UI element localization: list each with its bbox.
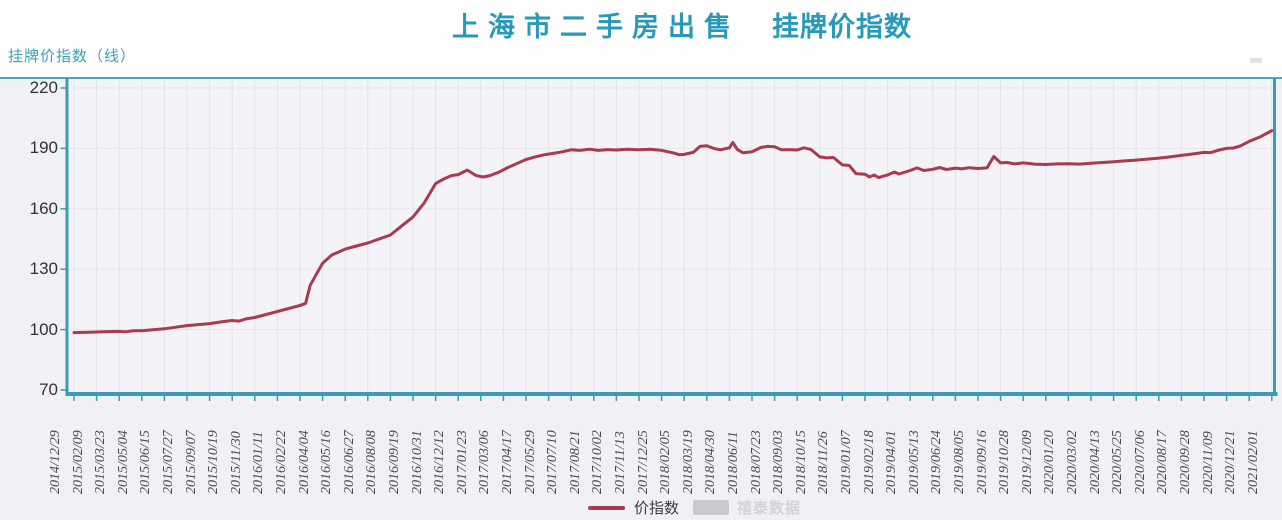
x-tick-label: 2019/09/16 (974, 430, 990, 494)
x-tick-label: 2018/07/23 (748, 430, 764, 494)
watermark-text: 禧泰数据 (737, 500, 802, 517)
chart-legend: 价指数 禧泰数据 (588, 497, 801, 518)
price-index-line (72, 129, 1274, 335)
horizontal-gridlines (67, 87, 1274, 331)
x-tick-label: 2019/05/13 (906, 430, 922, 494)
x-tick-label: 2015/09/07 (183, 430, 199, 494)
x-tick-label: 2017/01/23 (454, 430, 470, 494)
x-tick-label: 2015/10/19 (206, 430, 222, 494)
x-tick-label: 2016/05/16 (319, 430, 335, 494)
y-tick-label: 160 (29, 198, 58, 218)
x-tick-label: 2015/11/30 (228, 431, 244, 494)
x-axis-line (65, 392, 1278, 396)
x-tick-label: 2020/12/21 (1223, 430, 1239, 494)
tick-marks (60, 87, 1273, 401)
x-tick-label: 2018/06/11 (726, 431, 741, 494)
x-tick-label: 2019/10/28 (997, 430, 1013, 494)
page-title-left: 上海市二手房出售 (452, 12, 740, 42)
x-tick-label: 2015/03/23 (93, 430, 109, 494)
x-tick-label: 2021/02/01 (1245, 430, 1261, 494)
x-tick-label: 2019/04/01 (884, 430, 900, 494)
right-border-line (1273, 78, 1276, 396)
vertical-gridlines (73, 80, 1273, 392)
x-tick-label: 2018/02/05 (658, 430, 674, 494)
x-tick-label: 2016/10/31 (409, 430, 425, 494)
x-tick-label: 2016/02/22 (274, 430, 289, 494)
x-tick-label: 2016/01/11 (251, 431, 267, 494)
watermark-box (693, 500, 730, 515)
x-tick-label: 2016/12/12 (432, 430, 448, 494)
x-tick-label: 2020/03/02 (1065, 430, 1080, 494)
x-tick-label: 2017/04/17 (500, 430, 515, 494)
x-tick-label: 2017/03/06 (477, 430, 493, 494)
y-tick-label: 70 (39, 380, 58, 399)
x-tick-label: 2019/02/18 (861, 430, 877, 494)
x-tick-label: 2018/09/03 (771, 430, 787, 494)
x-tick-label: 2020/01/20 (1042, 430, 1058, 494)
x-tick-label: 2018/04/30 (703, 430, 719, 494)
y-axis-line (65, 78, 69, 396)
x-tick-label: 2018/03/19 (680, 430, 696, 494)
x-tick-label: 2020/11/09 (1200, 431, 1216, 494)
x-tick-label: 2017/05/29 (522, 430, 538, 494)
plot-area (67, 80, 1274, 392)
x-tick-label: 2020/08/17 (1155, 430, 1171, 494)
x-tick-label: 2020/07/06 (1132, 430, 1148, 494)
x-tick-label: 2017/10/02 (590, 430, 606, 494)
watermark-legend-item: 禧泰数据 (679, 497, 801, 518)
x-tick-label: 2014/12/29 (48, 430, 63, 494)
y-tick-label: 220 (29, 78, 58, 97)
x-tick-label: 2015/05/04 (115, 430, 131, 494)
x-tick-label: 2016/09/19 (387, 430, 402, 494)
y-tick-label: 100 (29, 319, 58, 339)
legend-series-label: 价指数 (634, 500, 680, 517)
x-tick-label: 2017/11/13 (613, 431, 628, 494)
x-tick-label: 2015/06/15 (138, 430, 154, 494)
x-tick-label: 2015/02/09 (70, 430, 86, 494)
axes (65, 78, 1278, 396)
corner-mark (1250, 58, 1262, 63)
header-divider-line (0, 77, 1282, 79)
y-axis-unit-label: 挂牌价指数（线） (8, 48, 137, 65)
x-tick-label: 2020/09/28 (1178, 430, 1193, 494)
x-tick-label: 2016/08/08 (364, 430, 380, 494)
legend-item-price-index[interactable]: 价指数 (588, 497, 679, 518)
page-title-right: 挂牌价指数 (772, 12, 912, 42)
x-tick-label: 2017/12/25 (635, 430, 651, 494)
y-tick-label: 130 (29, 259, 58, 279)
x-tick-label: 2018/11/26 (816, 431, 832, 494)
x-tick-label: 2016/06/27 (341, 430, 357, 494)
x-tick-label: 2019/12/09 (1019, 430, 1035, 494)
x-tick-label: 2017/07/10 (545, 430, 561, 494)
x-tick-label: 2019/06/24 (929, 430, 945, 494)
x-tick-label: 2017/08/21 (567, 430, 583, 494)
x-tick-label: 2015/07/27 (161, 430, 176, 494)
y-tick-label: 190 (29, 138, 58, 158)
x-tick-label: 2019/08/05 (952, 430, 967, 494)
x-tick-label: 2020/05/25 (1110, 430, 1126, 494)
x-tick-label: 2018/10/15 (793, 430, 809, 494)
x-tick-label: 2019/01/07 (839, 430, 854, 494)
legend-line-swatch (588, 505, 625, 510)
x-tick-label: 2016/04/04 (296, 430, 312, 494)
x-tick-label: 2020/04/13 (1087, 430, 1103, 494)
